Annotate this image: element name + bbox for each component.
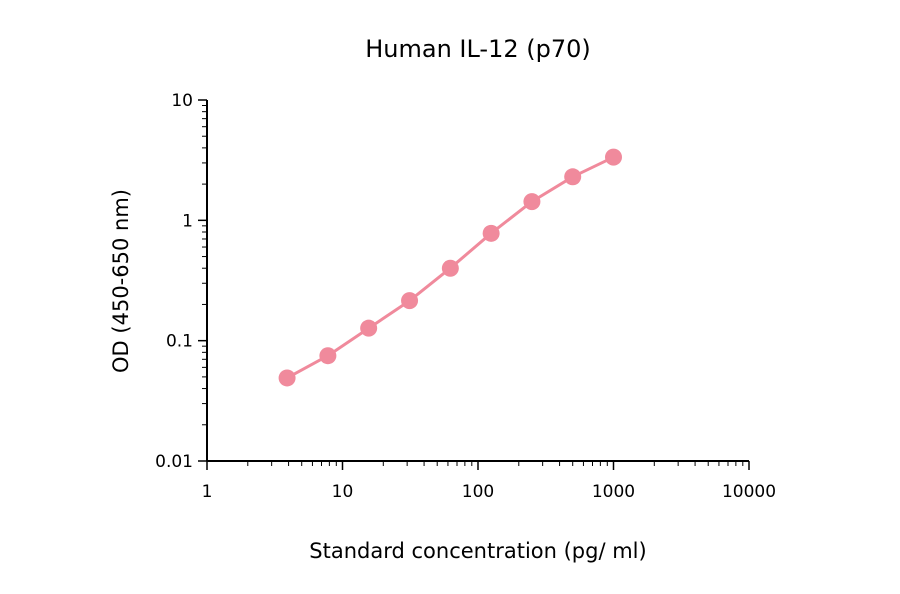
data-point bbox=[401, 292, 419, 310]
x-tick-label: 10000 bbox=[722, 482, 776, 502]
y-tick-label: 1 bbox=[182, 211, 193, 231]
data-point bbox=[360, 319, 378, 337]
x-tick-label: 1 bbox=[202, 482, 213, 502]
chart-title: Human IL-12 (p70) bbox=[365, 35, 591, 63]
data-point bbox=[605, 148, 622, 166]
data-point bbox=[278, 369, 296, 387]
data-point bbox=[564, 168, 582, 186]
data-point bbox=[482, 224, 500, 242]
x-axis-label: Standard concentration (pg/ ml) bbox=[309, 539, 646, 563]
y-tick-label: 0.01 bbox=[155, 452, 193, 472]
y-tick-label: 0.1 bbox=[166, 332, 193, 352]
data-point bbox=[523, 193, 541, 211]
x-tick-label: 1000 bbox=[592, 482, 635, 502]
y-tick-label: 10 bbox=[171, 91, 193, 111]
y-axis-label: OD (450-650 nm) bbox=[109, 189, 133, 373]
data-point bbox=[441, 259, 459, 277]
x-tick-label: 100 bbox=[462, 482, 494, 502]
data-point bbox=[319, 347, 337, 365]
x-tick-label: 10 bbox=[332, 482, 354, 502]
